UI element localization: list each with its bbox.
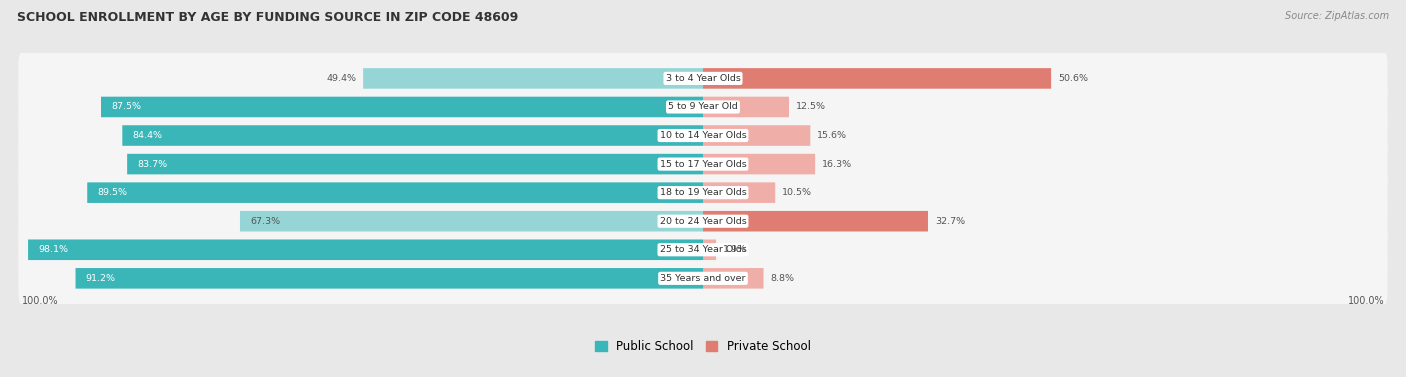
FancyBboxPatch shape bbox=[101, 97, 703, 117]
FancyBboxPatch shape bbox=[18, 252, 1388, 305]
Text: 18 to 19 Year Olds: 18 to 19 Year Olds bbox=[659, 188, 747, 197]
Text: 15.6%: 15.6% bbox=[817, 131, 848, 140]
Text: 10 to 14 Year Olds: 10 to 14 Year Olds bbox=[659, 131, 747, 140]
FancyBboxPatch shape bbox=[18, 52, 1388, 105]
FancyBboxPatch shape bbox=[28, 239, 703, 260]
Text: 15 to 17 Year Olds: 15 to 17 Year Olds bbox=[659, 159, 747, 169]
FancyBboxPatch shape bbox=[703, 68, 1052, 89]
Text: 5 to 9 Year Old: 5 to 9 Year Old bbox=[668, 103, 738, 112]
FancyBboxPatch shape bbox=[18, 109, 1388, 162]
Text: 100.0%: 100.0% bbox=[22, 296, 59, 306]
Text: 50.6%: 50.6% bbox=[1057, 74, 1088, 83]
FancyBboxPatch shape bbox=[76, 268, 703, 289]
Text: 84.4%: 84.4% bbox=[132, 131, 163, 140]
Text: Source: ZipAtlas.com: Source: ZipAtlas.com bbox=[1285, 11, 1389, 21]
Text: 32.7%: 32.7% bbox=[935, 217, 965, 226]
FancyBboxPatch shape bbox=[703, 268, 763, 289]
Text: 16.3%: 16.3% bbox=[823, 159, 852, 169]
FancyBboxPatch shape bbox=[18, 138, 1388, 190]
FancyBboxPatch shape bbox=[240, 211, 703, 231]
Text: 87.5%: 87.5% bbox=[111, 103, 142, 112]
Text: SCHOOL ENROLLMENT BY AGE BY FUNDING SOURCE IN ZIP CODE 48609: SCHOOL ENROLLMENT BY AGE BY FUNDING SOUR… bbox=[17, 11, 519, 24]
Text: 83.7%: 83.7% bbox=[138, 159, 167, 169]
FancyBboxPatch shape bbox=[127, 154, 703, 175]
FancyBboxPatch shape bbox=[703, 154, 815, 175]
Text: 49.4%: 49.4% bbox=[326, 74, 356, 83]
Text: 91.2%: 91.2% bbox=[86, 274, 115, 283]
Text: 98.1%: 98.1% bbox=[38, 245, 69, 254]
Text: 20 to 24 Year Olds: 20 to 24 Year Olds bbox=[659, 217, 747, 226]
Text: 89.5%: 89.5% bbox=[97, 188, 128, 197]
FancyBboxPatch shape bbox=[18, 166, 1388, 219]
FancyBboxPatch shape bbox=[703, 182, 775, 203]
Text: 1.9%: 1.9% bbox=[723, 245, 747, 254]
Text: 10.5%: 10.5% bbox=[782, 188, 813, 197]
Text: 35 Years and over: 35 Years and over bbox=[661, 274, 745, 283]
FancyBboxPatch shape bbox=[122, 125, 703, 146]
FancyBboxPatch shape bbox=[703, 97, 789, 117]
Legend: Public School, Private School: Public School, Private School bbox=[595, 340, 811, 353]
FancyBboxPatch shape bbox=[703, 211, 928, 231]
Text: 67.3%: 67.3% bbox=[250, 217, 280, 226]
FancyBboxPatch shape bbox=[703, 239, 716, 260]
Text: 100.0%: 100.0% bbox=[1347, 296, 1384, 306]
FancyBboxPatch shape bbox=[18, 223, 1388, 276]
Text: 12.5%: 12.5% bbox=[796, 103, 825, 112]
Text: 25 to 34 Year Olds: 25 to 34 Year Olds bbox=[659, 245, 747, 254]
Text: 8.8%: 8.8% bbox=[770, 274, 794, 283]
FancyBboxPatch shape bbox=[703, 125, 810, 146]
FancyBboxPatch shape bbox=[18, 81, 1388, 133]
FancyBboxPatch shape bbox=[363, 68, 703, 89]
FancyBboxPatch shape bbox=[18, 195, 1388, 248]
Text: 3 to 4 Year Olds: 3 to 4 Year Olds bbox=[665, 74, 741, 83]
FancyBboxPatch shape bbox=[87, 182, 703, 203]
